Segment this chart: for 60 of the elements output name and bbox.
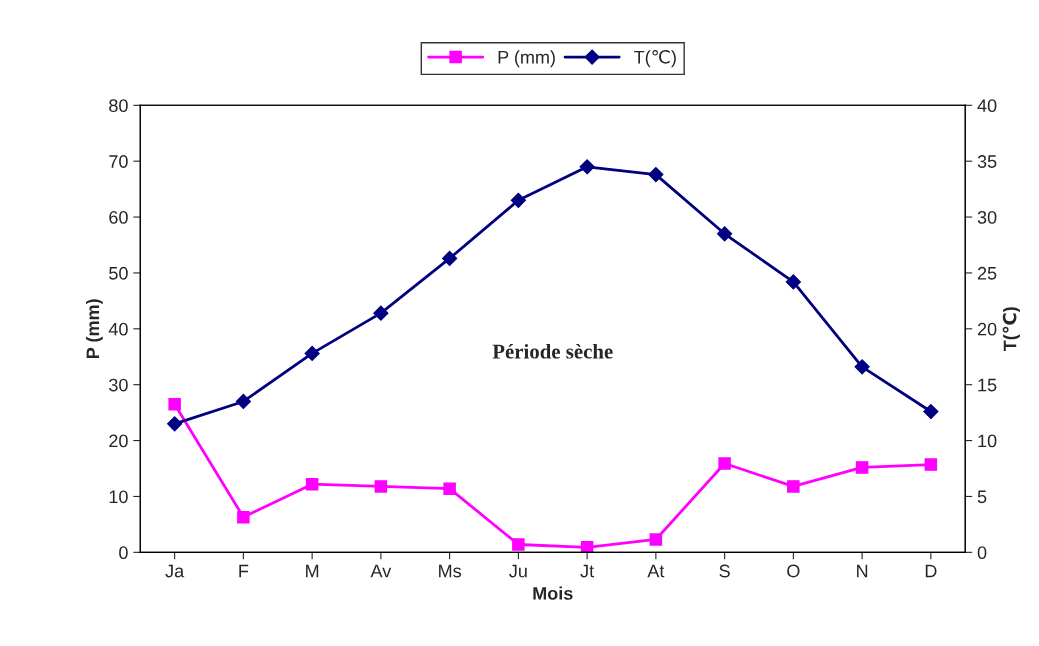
y-tick-label: 50	[109, 266, 128, 280]
x-tick-label: At	[647, 564, 665, 578]
x-tick-label: Ja	[165, 564, 185, 578]
x-tick-label: Av	[370, 564, 392, 578]
point	[305, 477, 319, 491]
point	[648, 167, 664, 183]
point	[442, 250, 458, 266]
point	[854, 359, 870, 375]
y2-tick-label: 0	[977, 546, 987, 560]
y-tick-label: 20	[109, 434, 128, 448]
x-tick-label: M	[306, 564, 319, 578]
point	[924, 458, 938, 471]
y2-tick-label: 40	[977, 99, 997, 113]
y2-tick-label: 15	[978, 378, 997, 392]
point	[649, 533, 663, 546]
y-tick-label: 80	[109, 99, 128, 113]
y-tick-label: 60	[109, 210, 128, 224]
x-tick-label: Jt	[580, 564, 595, 578]
point	[923, 403, 939, 420]
point	[855, 461, 869, 474]
point	[374, 480, 388, 493]
point	[168, 397, 181, 411]
point	[373, 305, 389, 321]
point	[718, 457, 731, 470]
annotation: Période sèche	[492, 343, 613, 359]
y2-axis-title: T(℃)	[1002, 307, 1020, 352]
x-tick-label: Ju	[509, 564, 527, 578]
point	[443, 482, 456, 495]
point	[579, 159, 595, 175]
x-tick-label: Ms	[439, 564, 462, 578]
y-tick-label: 70	[109, 155, 128, 168]
point	[785, 274, 801, 290]
x-axis-title: Mois	[533, 586, 573, 600]
y-tick-label: 40	[108, 322, 128, 336]
y2-tick-label: 5	[977, 490, 987, 504]
x-tick-label: S	[719, 564, 730, 578]
x-tick-label: F	[239, 564, 249, 578]
y-tick-label: 10	[109, 490, 128, 504]
x-tick-label: O	[787, 564, 800, 578]
point	[237, 510, 250, 524]
y2-tick-label: 25	[977, 266, 997, 280]
legend-label: P (mm)	[498, 50, 555, 68]
y2-tick-label: 35	[977, 155, 997, 168]
point	[510, 192, 526, 208]
y-tick-label: 0	[119, 546, 128, 560]
x-tick-label: N	[857, 564, 868, 578]
y-axis-title: P (mm)	[85, 299, 103, 359]
y2-tick-label: 30	[977, 210, 997, 224]
point	[787, 480, 800, 493]
point	[304, 345, 320, 361]
point	[167, 416, 183, 432]
x-tick-label: D	[925, 564, 937, 578]
legend-label: T(℃)	[634, 50, 676, 68]
point	[580, 541, 594, 553]
y-tick-label: 30	[109, 378, 128, 392]
y2-tick-label: 10	[978, 434, 997, 448]
point	[235, 393, 251, 410]
y2-tick-label: 20	[977, 322, 997, 336]
point	[512, 538, 525, 551]
point	[717, 226, 733, 242]
